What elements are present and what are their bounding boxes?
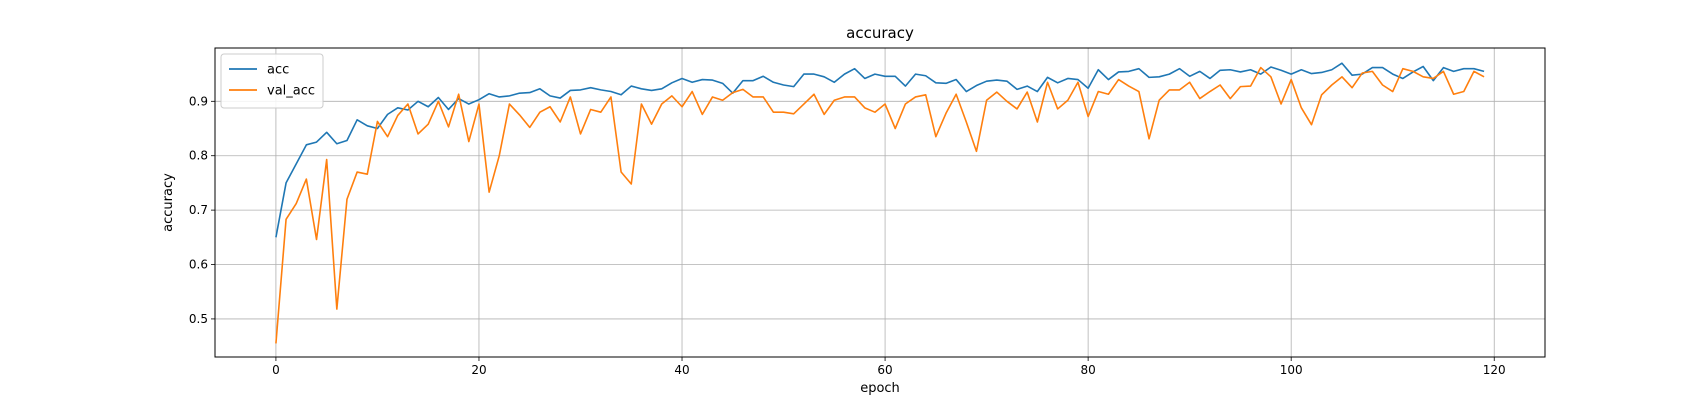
x-tick-label: 80	[1080, 363, 1095, 377]
x-tick-label: 40	[674, 363, 689, 377]
y-tick-label: 0.8	[189, 149, 208, 163]
series-line-acc	[275, 62, 1485, 238]
x-tick-label: 100	[1280, 363, 1303, 377]
plot-frame	[214, 47, 1546, 358]
legend: acc val_acc	[220, 53, 324, 109]
x-axis-label: epoch	[860, 381, 900, 396]
x-tick-label: 120	[1483, 363, 1506, 377]
y-tick-label: 0.5	[189, 312, 208, 326]
legend-label: acc	[267, 63, 289, 78]
x-tick-label: 60	[877, 363, 892, 377]
y-tick-label: 0.9	[189, 94, 208, 108]
x-tick-label: 20	[471, 363, 486, 377]
series-line-val-acc	[275, 66, 1485, 344]
y-tick-label: 0.7	[189, 203, 208, 217]
y-axis-label: accuracy	[161, 173, 176, 232]
chart-title: accuracy	[846, 24, 914, 42]
grid	[215, 48, 1545, 357]
ticks: 0 20 40 60 80 100 120 0.5 0.6 0.7 0.8 0.9	[189, 94, 1506, 377]
legend-label: val_acc	[267, 84, 315, 99]
legend-box	[220, 53, 324, 109]
series-lines	[275, 62, 1485, 344]
x-tick-label: 0	[272, 363, 280, 377]
y-tick-label: 0.6	[189, 258, 208, 272]
